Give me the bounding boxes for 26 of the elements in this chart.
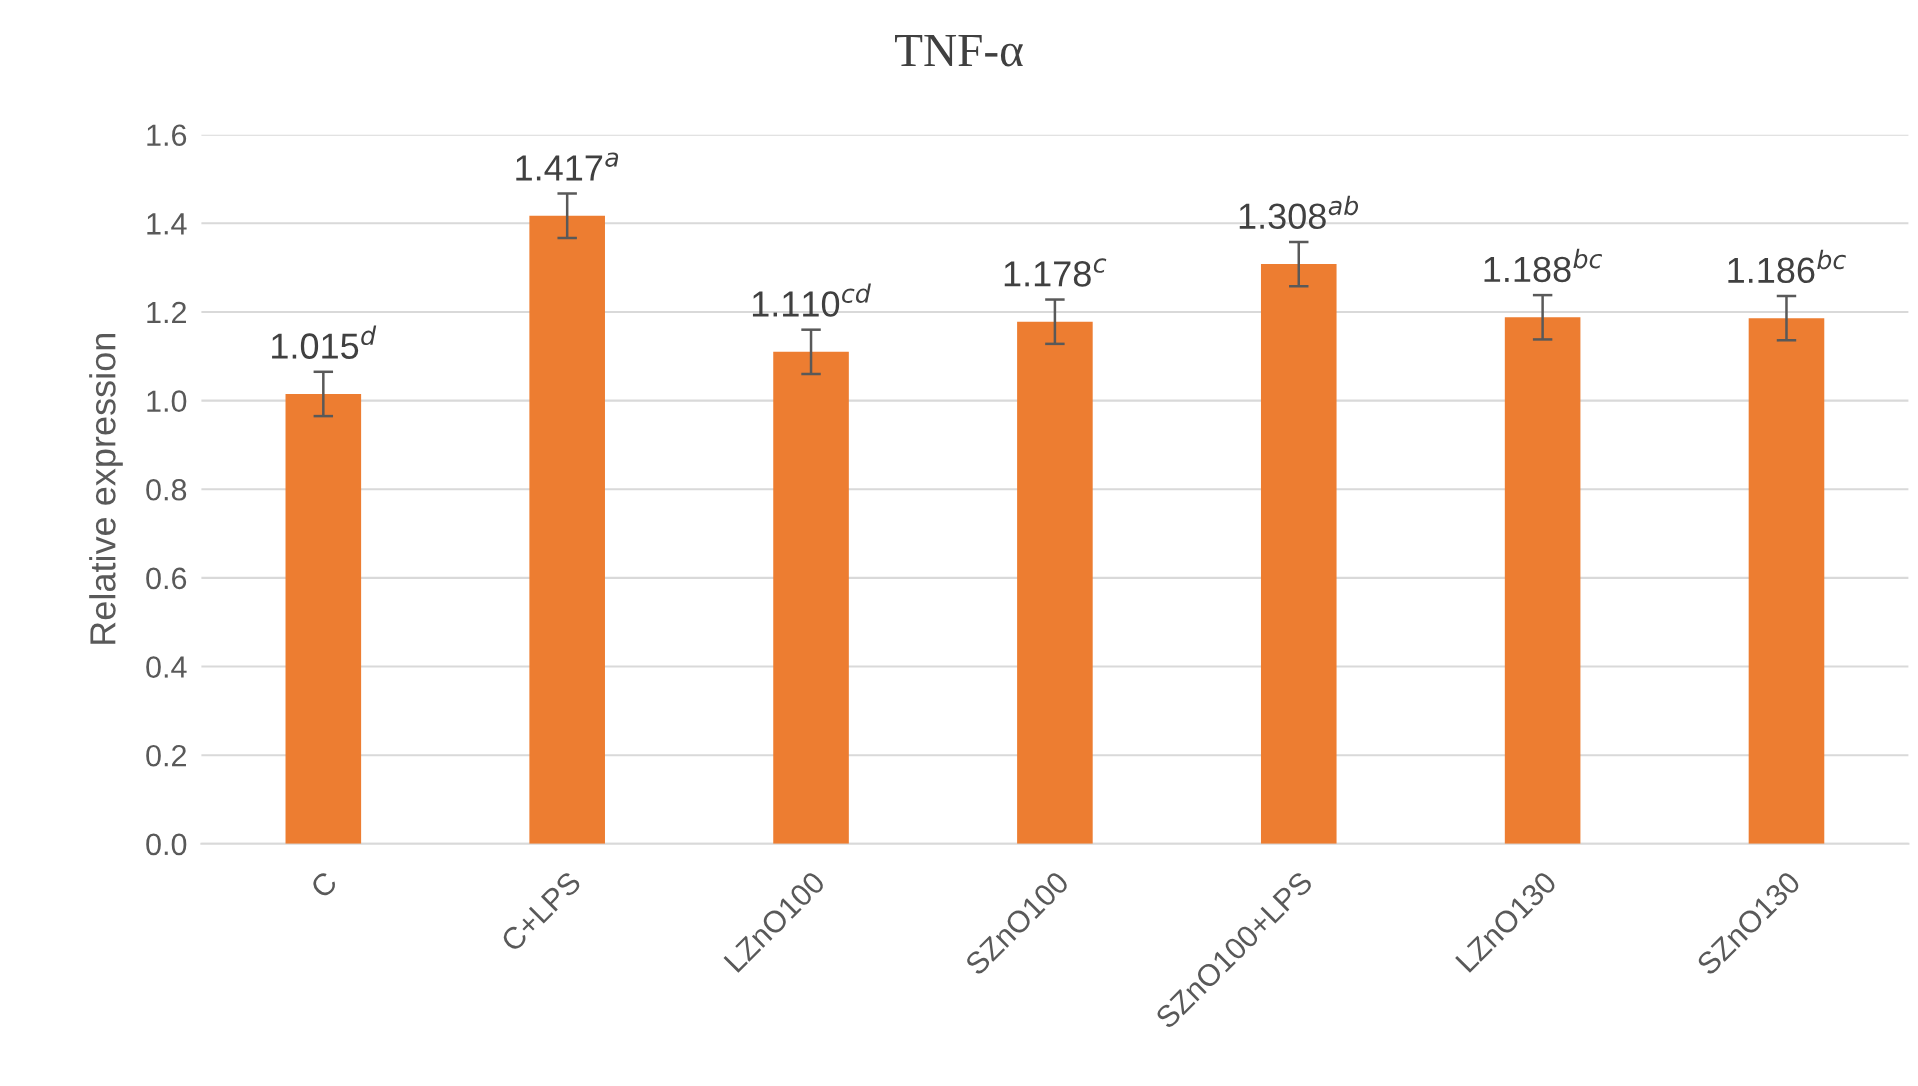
data-label: 1.178$^{c}$	[1004, 258, 1107, 287]
bar	[1017, 321, 1093, 844]
bar	[773, 351, 849, 844]
y-axis-title: Relative expression	[89, 334, 123, 644]
data-label: 1.186$^{bc}$	[1728, 249, 1846, 284]
bar	[529, 215, 605, 844]
data-label: 1.417$^{a}$	[516, 152, 619, 181]
bar	[1504, 317, 1581, 844]
data-label: 1.308$^{ab}$	[1239, 195, 1359, 230]
y-tick-label: 1.4	[147, 213, 187, 235]
data-label: 1.110$^{cd}$	[752, 283, 871, 317]
bar	[1260, 264, 1337, 844]
x-tick-label: C	[309, 870, 339, 900]
y-tick-label: 1.6	[147, 124, 187, 147]
data-label: 1.188$^{bc}$	[1484, 248, 1603, 283]
y-tick-label: 1.2	[147, 301, 186, 324]
bar	[1748, 318, 1825, 844]
y-tick-label: 1.0	[147, 390, 187, 412]
y-tick-label: 0.8	[146, 478, 187, 501]
data-label: 1.015$^{d}$	[272, 325, 377, 359]
chart-title: TNF-α	[895, 35, 1023, 67]
y-tick-label: 0.2	[146, 744, 186, 767]
y-tick-label: 0.6	[146, 567, 187, 590]
y-tick-label: 0.0	[146, 833, 187, 856]
y-tick-label: 0.4	[146, 656, 187, 678]
bar	[285, 393, 362, 844]
